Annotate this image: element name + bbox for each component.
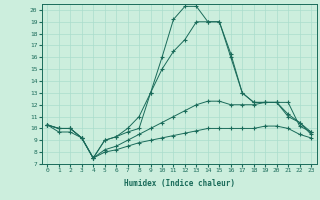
X-axis label: Humidex (Indice chaleur): Humidex (Indice chaleur) <box>124 179 235 188</box>
